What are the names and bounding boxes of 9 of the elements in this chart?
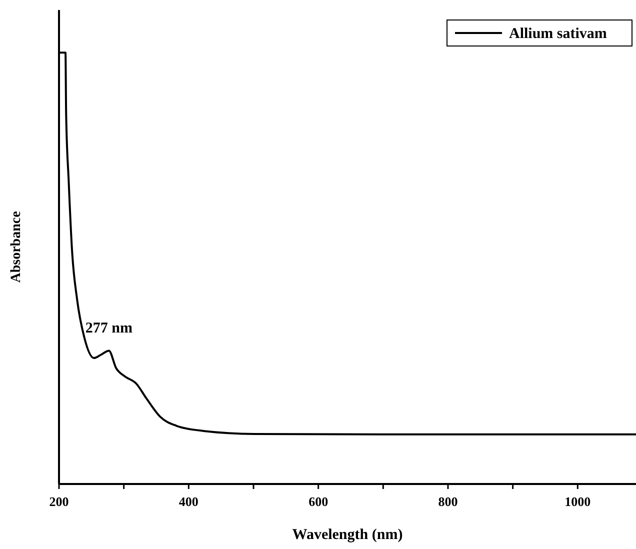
x-axis-title: Wavelength (nm): [292, 527, 403, 543]
x-tick-label: 800: [438, 494, 458, 509]
x-tick-label: 400: [178, 494, 198, 509]
legend-label: Allium sativam: [509, 26, 608, 42]
x-tick-label: 200: [49, 494, 69, 509]
y-axis-title: Absorbance: [9, 211, 24, 283]
x-tick-label: 600: [308, 494, 328, 509]
x-tick-label: 1000: [564, 494, 591, 509]
annotation: 277 nm: [85, 320, 133, 337]
